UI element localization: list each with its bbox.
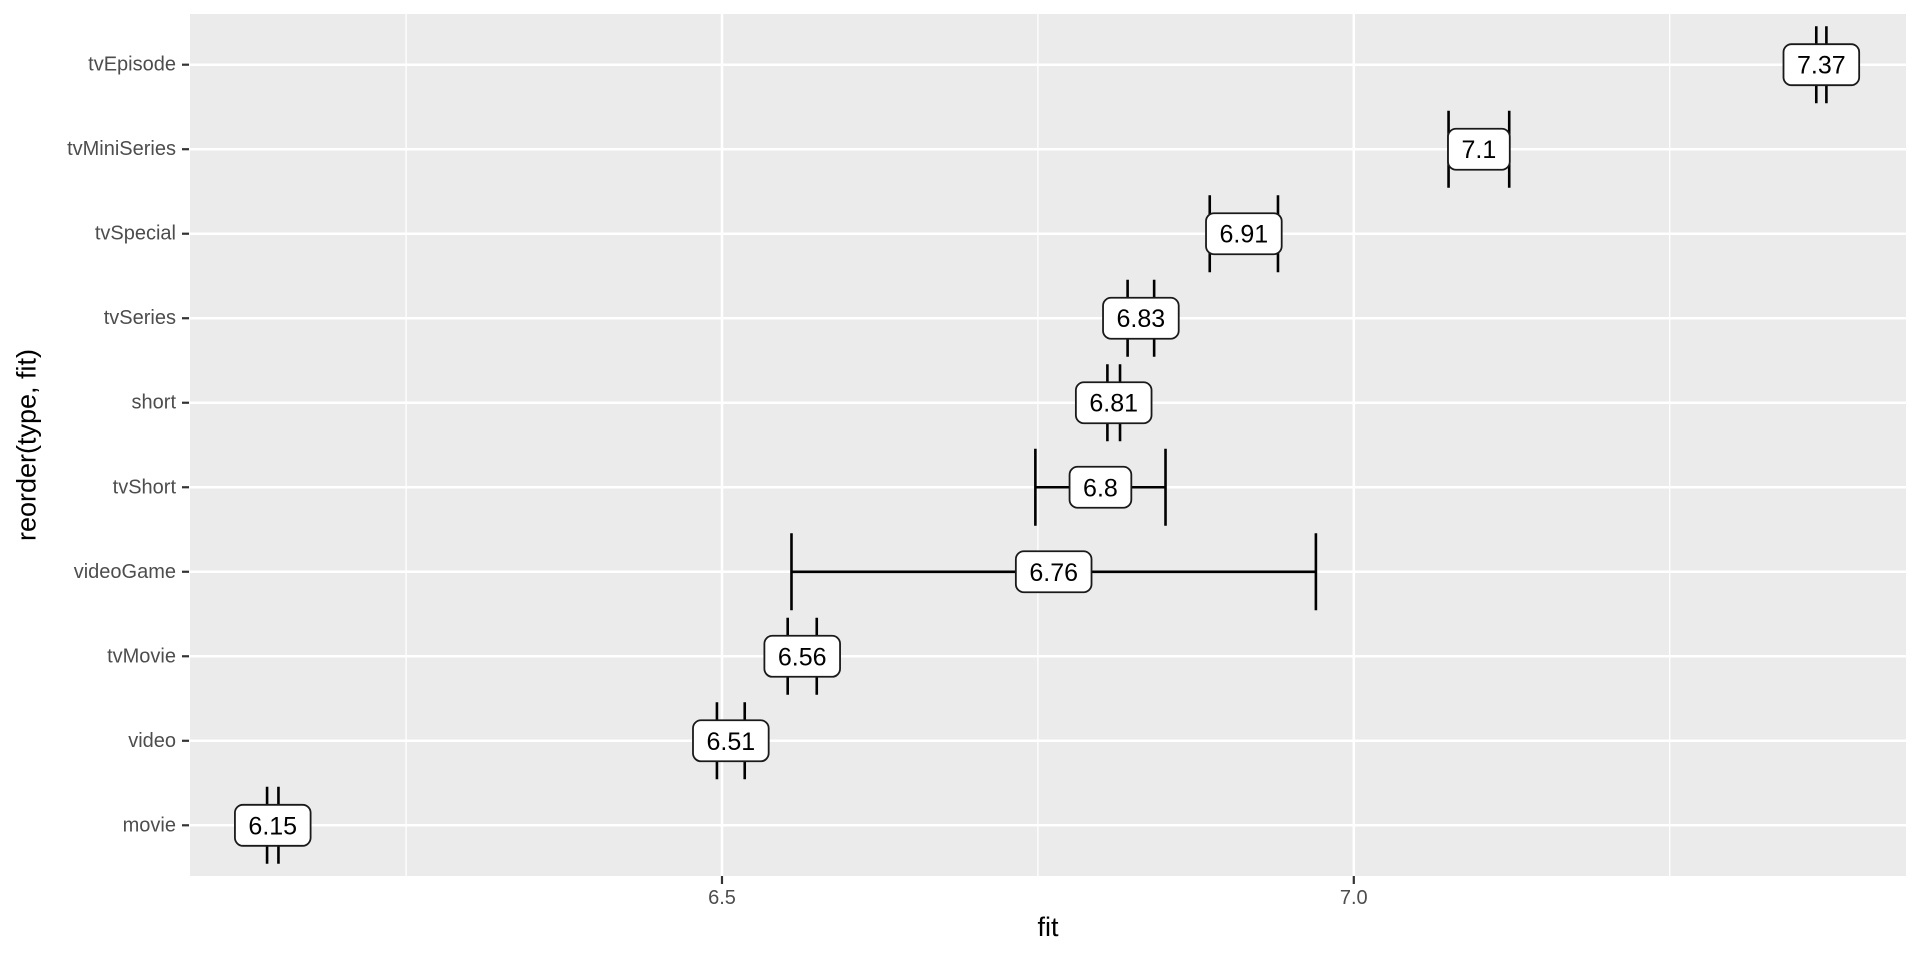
fit-label-text-tvSpecial: 6.91 (1220, 221, 1269, 249)
fit-label-box-tvMiniSeries (1447, 127, 1511, 171)
y-tick-label-tvMovie: tvMovie (107, 645, 176, 667)
fit-label-box-tvShort (1068, 465, 1133, 509)
fit-label-text-tvEpisode: 7.37 (1797, 52, 1846, 80)
y-tick-label-movie: movie (123, 814, 176, 836)
fit-label-box-video (692, 719, 770, 763)
y-tick-label-video: video (128, 730, 176, 752)
y-tick-label-tvEpisode: tvEpisode (88, 54, 176, 76)
fit-label-box-tvSpecial (1205, 212, 1283, 256)
y-tick-label-tvSpecial: tvSpecial (95, 223, 176, 245)
fit-label-text-tvMovie: 6.56 (778, 643, 827, 671)
y-tick-label-tvMiniSeries: tvMiniSeries (67, 138, 176, 160)
fit-label-box-movie (234, 803, 312, 847)
y-tick-label-videoGame: videoGame (74, 561, 176, 583)
y-tick-label-tvShort: tvShort (113, 476, 177, 498)
fit-label-box-tvEpisode (1782, 43, 1861, 87)
y-tick-label-short: short (132, 392, 177, 414)
fit-label-text-tvSeries: 6.83 (1117, 305, 1166, 333)
fit-label-text-short: 6.81 (1089, 390, 1138, 418)
x-tick-label-6.5: 6.5 (708, 887, 736, 909)
panel-background (190, 14, 1906, 876)
y-tick-label-tvSeries: tvSeries (104, 307, 176, 329)
fit-label-text-videoGame: 6.76 (1029, 559, 1078, 587)
x-tick-label-7: 7.0 (1340, 887, 1368, 909)
x-axis-title: fit (1037, 912, 1059, 942)
fit-label-text-tvMiniSeries: 7.1 (1462, 136, 1497, 164)
fit-label-text-tvShort: 6.8 (1083, 474, 1118, 502)
fit-label-box-tvMovie (763, 634, 841, 678)
fit-label-box-tvSeries (1102, 296, 1180, 340)
y-axis-title: reorder(type, fit) (11, 348, 42, 542)
fit-label-box-videoGame (1014, 550, 1093, 594)
fit-label-text-movie: 6.15 (248, 812, 297, 840)
fit-label-text-video: 6.51 (706, 728, 755, 756)
fit-label-box-short (1074, 381, 1153, 425)
